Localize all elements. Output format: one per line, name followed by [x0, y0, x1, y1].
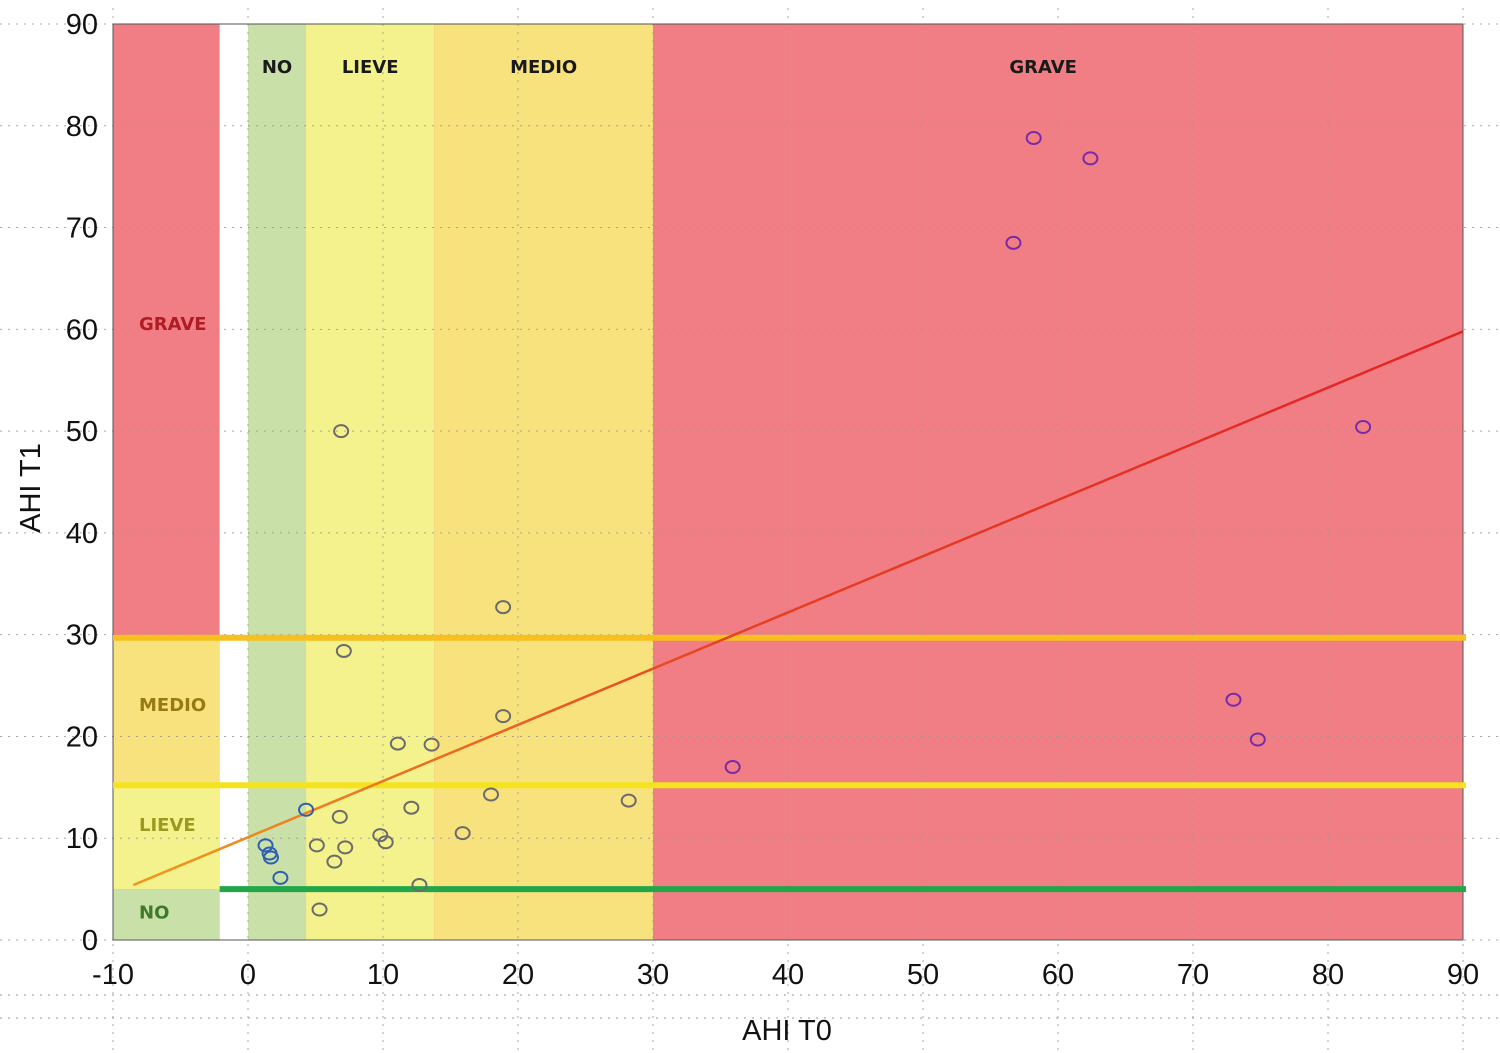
point-no-3	[272, 870, 289, 885]
threshold-lines	[113, 634, 1466, 893]
x-tick-0: 0	[240, 959, 256, 991]
white-gap	[219, 24, 248, 940]
band-label-lieve: LIEVE	[342, 57, 399, 78]
y-tick-50: 50	[66, 416, 98, 448]
point-no-0	[257, 838, 274, 853]
x-tick--10: -10	[92, 959, 134, 991]
y-tick-20: 20	[66, 721, 98, 753]
point-grave-2	[1025, 130, 1042, 145]
x-tick-90: 90	[1447, 959, 1479, 991]
point-lieve-medio-0	[333, 424, 350, 439]
x-axis-title: AHI T0	[742, 1015, 832, 1047]
band-labels: NO LIEVE MEDIO GRAVE NO LIEVE MEDIO GRAVE	[139, 57, 1077, 924]
x-tick-50: 50	[907, 959, 939, 991]
point-lieve-medio-16	[495, 709, 512, 724]
point-lieve-medio-5	[326, 854, 343, 869]
regression-line-path	[132, 330, 1464, 887]
point-lieve-medio-14	[483, 787, 499, 802]
left-band-label-medio: MEDIO	[139, 695, 206, 716]
point-lieve-medio-10	[403, 800, 420, 815]
y-tick-60: 60	[66, 314, 98, 346]
y-tick-70: 70	[66, 213, 98, 245]
y-tick-80: 80	[66, 111, 98, 143]
left-band-label-no: NO	[139, 903, 169, 924]
grid-lines	[0, 8, 1500, 1053]
x-tick-30: 30	[637, 959, 669, 991]
point-lieve-medio-3	[308, 838, 325, 853]
point-no-4	[298, 802, 315, 817]
point-lieve-medio-8	[377, 835, 394, 850]
point-lieve-medio-11	[411, 878, 428, 893]
x-tick-80: 80	[1312, 959, 1344, 991]
point-lieve-medio-7	[372, 828, 389, 843]
regression-line	[132, 330, 1464, 887]
point-grave-4	[1225, 692, 1242, 707]
point-grave-6	[1355, 420, 1372, 435]
point-grave-3	[1082, 151, 1099, 166]
band-no	[248, 24, 307, 940]
point-lieve-medio-1	[335, 643, 352, 658]
y-axis-title: AHI T1	[15, 443, 47, 533]
y-tick-90: 90	[66, 9, 98, 41]
x-tick-20: 20	[502, 959, 534, 991]
point-no-2	[262, 850, 279, 865]
y-tick-30: 30	[66, 620, 98, 652]
point-grave-5	[1249, 732, 1266, 747]
x-tick-10: 10	[367, 959, 399, 991]
band-label-grave: GRAVE	[1009, 57, 1077, 78]
x-tick-40: 40	[772, 959, 804, 991]
left-band-no	[113, 889, 220, 940]
left-band-lieve	[113, 785, 220, 890]
y-tick-10: 10	[66, 823, 98, 855]
point-lieve-medio-15	[495, 600, 512, 615]
point-lieve-medio-17	[620, 793, 637, 808]
y-tick-40: 40	[66, 518, 98, 550]
point-lieve-medio-4	[337, 840, 354, 855]
point-grave-0	[724, 759, 741, 774]
left-band-medio	[113, 637, 220, 786]
x-tick-70: 70	[1177, 959, 1209, 991]
band-medio	[434, 24, 653, 940]
left-band-label-lieve: LIEVE	[139, 815, 196, 836]
point-lieve-medio-9	[389, 736, 406, 751]
x-tick-60: 60	[1042, 959, 1074, 991]
band-label-medio: MEDIO	[510, 57, 577, 78]
y-tick-0: 0	[82, 925, 98, 957]
point-grave-1	[1005, 235, 1022, 250]
band-label-no: NO	[262, 57, 292, 78]
point-lieve-medio-6	[311, 902, 328, 917]
data-points	[257, 130, 1372, 917]
point-lieve-medio-12	[423, 737, 440, 752]
point-lieve-medio-2	[331, 809, 348, 824]
left-band-grave	[113, 24, 220, 638]
plot-frame	[112, 23, 1464, 941]
point-lieve-medio-13	[454, 826, 471, 841]
left-band-label-grave: GRAVE	[139, 314, 207, 335]
axis-ticks: -10 0 10 20 30 40 50 60 70 80 90010203040506070809…	[66, 9, 1479, 991]
